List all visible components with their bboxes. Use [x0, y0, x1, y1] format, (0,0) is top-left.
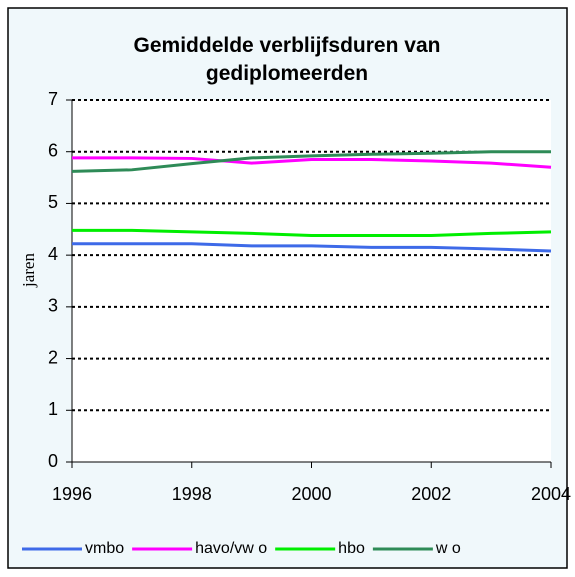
y-tick-label: 5 — [48, 192, 58, 212]
x-tick-label: 1998 — [172, 484, 212, 504]
legend-label: havo/vw o — [195, 540, 267, 557]
series-line — [72, 242, 552, 253]
y-tick-label: 1 — [48, 399, 58, 419]
legend-label: vmbo — [85, 540, 124, 557]
legend-label: w o — [435, 540, 461, 557]
x-tick-label: 1996 — [52, 484, 92, 504]
series-line — [72, 228, 552, 237]
y-tick-label: 2 — [48, 347, 58, 367]
y-tick-label: 0 — [48, 451, 58, 471]
x-tick-label: 2002 — [411, 484, 451, 504]
y-tick-label: 3 — [48, 296, 58, 316]
y-tick-label: 7 — [48, 89, 58, 109]
x-tick-label: 2004 — [531, 484, 571, 504]
series-line — [72, 156, 552, 169]
x-tick-label: 2000 — [291, 484, 331, 504]
chart-title: Gemiddelde verblijfsduren van gediplomee… — [133, 34, 441, 85]
legend-label: hbo — [338, 540, 365, 557]
y-tick-label: 4 — [48, 244, 58, 264]
y-tick-label: 6 — [48, 140, 58, 160]
plot-area — [72, 100, 551, 462]
series-line — [71, 150, 551, 173]
y-axis-label: jaren — [19, 253, 38, 288]
